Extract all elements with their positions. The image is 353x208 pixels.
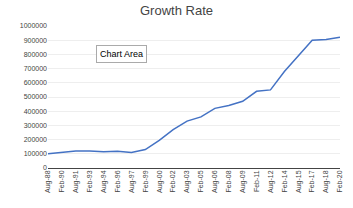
svg-text:300000: 300000	[24, 122, 47, 129]
svg-text:Aug-15: Aug-15	[295, 170, 303, 193]
svg-text:0: 0	[43, 164, 47, 171]
svg-text:Feb-20: Feb-20	[336, 170, 343, 192]
svg-text:Feb-96: Feb-96	[114, 170, 121, 192]
svg-text:Aug-97: Aug-97	[128, 170, 136, 193]
svg-text:700000: 700000	[24, 65, 47, 72]
svg-text:Feb-11: Feb-11	[253, 170, 260, 192]
svg-text:600000: 600000	[24, 79, 47, 86]
svg-text:Feb-05: Feb-05	[197, 170, 204, 192]
svg-text:Aug-09: Aug-09	[239, 170, 247, 193]
svg-text:Aug-18: Aug-18	[322, 170, 330, 193]
svg-text:Aug-06: Aug-06	[211, 170, 219, 193]
svg-text:100000: 100000	[24, 150, 47, 157]
svg-text:1000000: 1000000	[20, 22, 47, 29]
svg-text:Feb-14: Feb-14	[281, 170, 288, 192]
svg-text:Feb-02: Feb-02	[169, 170, 176, 192]
svg-text:Aug-94: Aug-94	[100, 170, 108, 193]
svg-text:Aug-91: Aug-91	[72, 170, 80, 193]
svg-text:Aug-03: Aug-03	[183, 170, 191, 193]
svg-text:Feb-93: Feb-93	[86, 170, 93, 192]
svg-text:900000: 900000	[24, 37, 47, 44]
svg-text:800000: 800000	[24, 51, 47, 58]
svg-text:400000: 400000	[24, 108, 47, 115]
svg-text:Aug-88: Aug-88	[44, 170, 52, 193]
svg-text:Growth Rate: Growth Rate	[140, 3, 213, 18]
svg-text:Feb-08: Feb-08	[225, 170, 232, 192]
svg-text:200000: 200000	[24, 136, 47, 143]
svg-text:Feb-90: Feb-90	[58, 170, 65, 192]
svg-text:Aug-12: Aug-12	[267, 170, 275, 193]
svg-text:Aug-00: Aug-00	[156, 170, 164, 193]
svg-text:Feb-99: Feb-99	[142, 170, 149, 192]
svg-text:Feb-17: Feb-17	[308, 170, 315, 192]
svg-text:Chart Area: Chart Area	[100, 49, 143, 59]
svg-text:500000: 500000	[24, 93, 47, 100]
